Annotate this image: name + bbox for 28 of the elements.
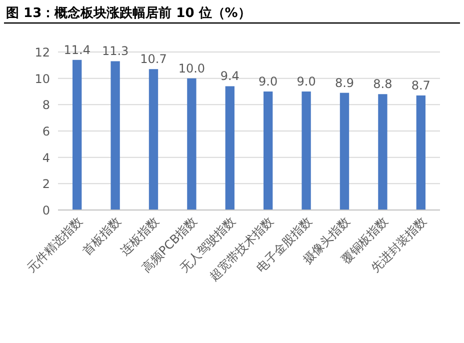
bar [72, 60, 82, 210]
bar [302, 92, 311, 210]
data-label: 8.9 [334, 76, 354, 90]
y-tick-label: 6 [42, 124, 50, 138]
chart-title: 图 13：概念板块涨跌幅居前 10 位（%） [6, 6, 251, 21]
y-tick-label: 12 [34, 46, 50, 60]
bar [264, 92, 273, 210]
y-tick-label: 4 [42, 150, 50, 165]
data-label: 10.7 [140, 52, 167, 66]
bar [340, 92, 350, 210]
data-label: 9.0 [296, 74, 316, 88]
bar [187, 78, 196, 210]
data-label: 11.3 [102, 44, 129, 58]
y-tick-label: 0 [42, 204, 50, 218]
data-label: 9.4 [220, 69, 240, 84]
y-tick-label: 8 [42, 98, 50, 112]
data-label: 11.4 [64, 42, 90, 57]
data-label: 10.0 [178, 61, 206, 76]
bar [148, 69, 158, 210]
y-tick-label: 10 [34, 72, 50, 86]
bar [110, 61, 120, 210]
bar [225, 86, 234, 210]
data-label: 8.7 [411, 78, 430, 92]
bar [378, 94, 388, 210]
bar [416, 95, 426, 210]
data-label: 9.0 [258, 74, 278, 88]
data-label: 8.8 [373, 77, 392, 92]
y-tick-label: 2 [42, 177, 50, 192]
